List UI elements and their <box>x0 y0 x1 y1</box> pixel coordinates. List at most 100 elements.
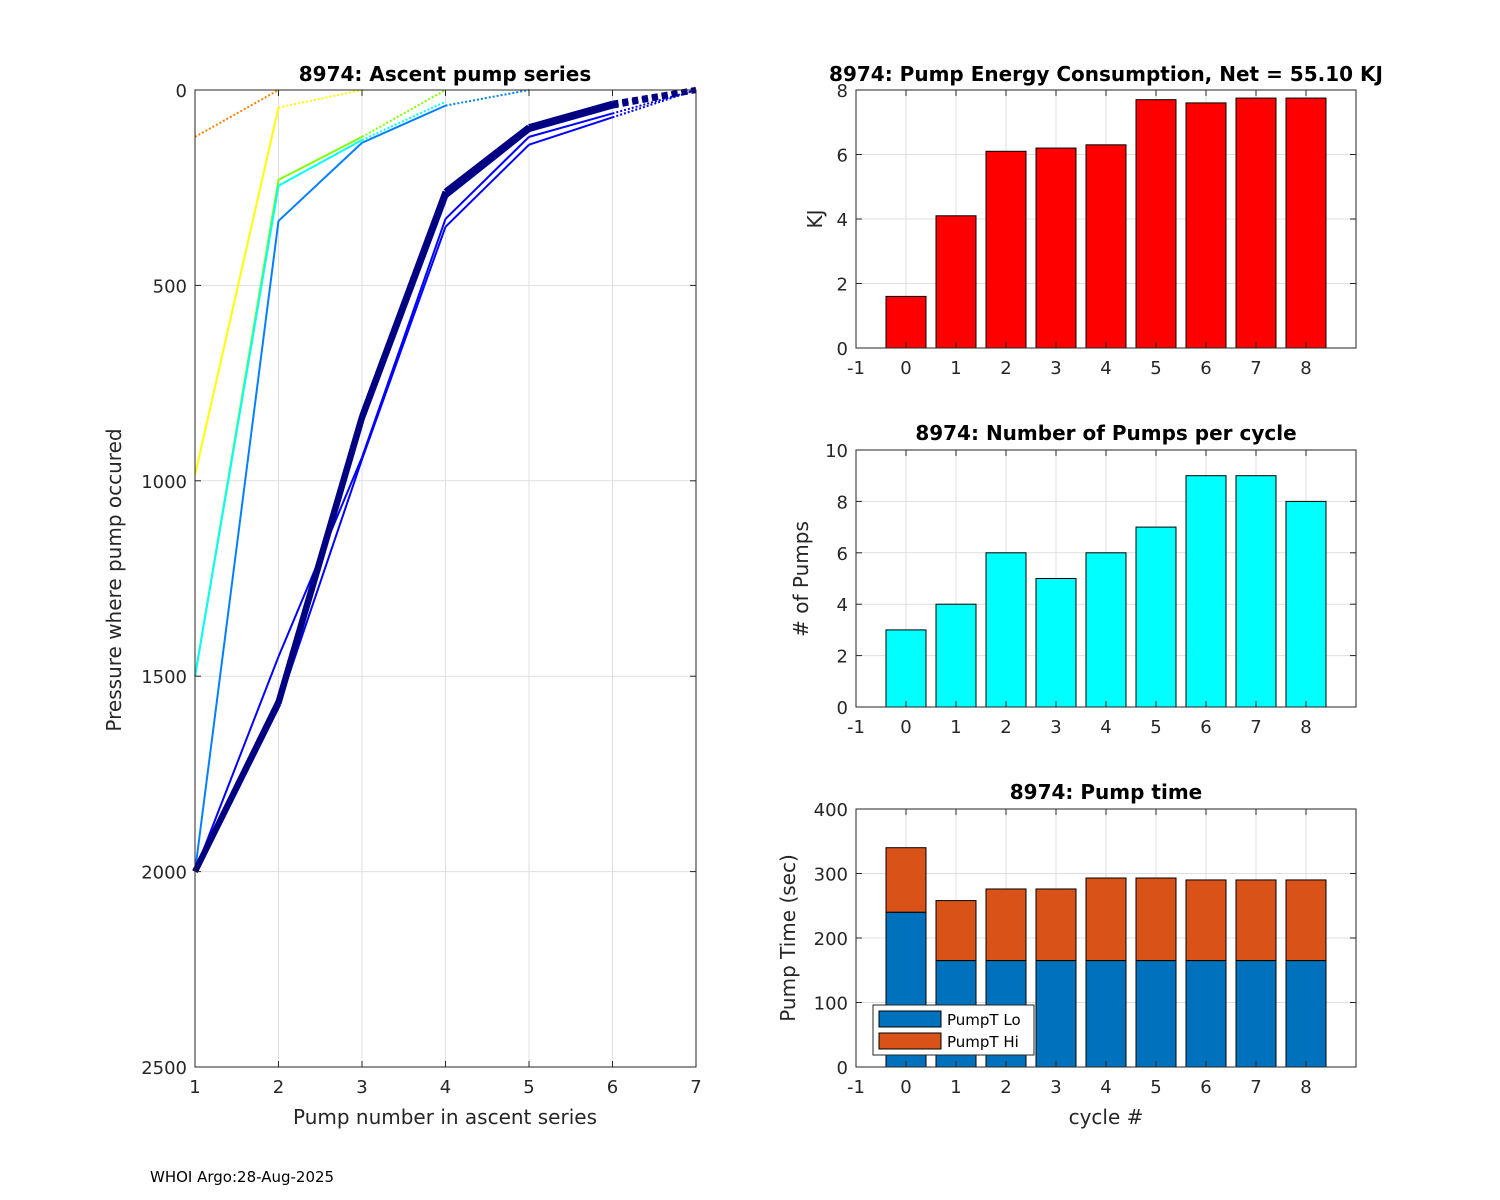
y-tick-label: 1000 <box>141 472 187 493</box>
series-segment <box>444 143 530 228</box>
bar <box>885 295 927 349</box>
series-segment <box>278 139 363 187</box>
y-tick-label: 0 <box>837 698 848 719</box>
x-axis-label: cycle # <box>1069 1105 1144 1129</box>
x-tick-label: 0 <box>900 717 911 738</box>
chart-title: 8974: Ascent pump series <box>299 62 592 86</box>
x-tick-label: 3 <box>1050 358 1061 379</box>
x-axis-label: Pump number in ascent series <box>293 1105 597 1129</box>
y-tick-label: 6 <box>837 544 848 565</box>
x-tick-label: 5 <box>1150 717 1161 738</box>
x-tick-label: 2 <box>273 1077 284 1098</box>
bar <box>1185 879 1227 962</box>
x-tick-label: 1 <box>950 358 961 379</box>
legend: PumpT Lo PumpT Hi <box>872 1004 1035 1056</box>
x-tick-label: 6 <box>1200 358 1211 379</box>
bar <box>1235 879 1277 962</box>
series-segment <box>194 185 280 677</box>
series-segment <box>275 415 365 703</box>
bar <box>1285 879 1327 962</box>
x-tick-label: 3 <box>356 1077 367 1098</box>
bars <box>885 475 1327 708</box>
bar <box>1085 960 1127 1068</box>
bar <box>1135 960 1177 1068</box>
bar <box>1235 97 1277 349</box>
bar <box>1085 144 1127 349</box>
series-segment <box>194 220 280 872</box>
x-tick-label: 7 <box>690 1077 701 1098</box>
x-tick-label: 5 <box>523 1077 534 1098</box>
y-tick-label: 400 <box>814 800 848 821</box>
y-tick-label: 2 <box>837 275 848 296</box>
chart-title: 8974: Pump time <box>1010 780 1202 804</box>
x-tick-label: 7 <box>1250 1077 1261 1098</box>
footer-stamp: WHOI Argo:28-Aug-2025 <box>150 1168 334 1186</box>
x-tick-label: 4 <box>1100 717 1111 738</box>
bar <box>985 150 1027 349</box>
y-tick-label: 0 <box>176 81 187 102</box>
x-tick-label: 2 <box>1000 717 1011 738</box>
y-tick-label: 10 <box>825 441 848 462</box>
x-tick-label: 5 <box>1150 358 1161 379</box>
x-tick-label: 4 <box>1100 1077 1111 1098</box>
x-tick-label: 7 <box>1250 717 1261 738</box>
bar <box>1285 960 1327 1068</box>
x-tick-label: 3 <box>1050 1077 1061 1098</box>
y-tick-label: 500 <box>153 276 187 297</box>
bar <box>1085 877 1127 962</box>
x-tick-label: 8 <box>1300 358 1311 379</box>
x-tick-label: 1 <box>950 717 961 738</box>
bar <box>885 629 927 708</box>
x-tick-label: 5 <box>1150 1077 1161 1098</box>
bar <box>1185 960 1227 1068</box>
x-tick-label: 6 <box>607 1077 618 1098</box>
bar <box>1235 475 1277 708</box>
legend-label: PumpT Lo <box>947 1011 1021 1029</box>
bar <box>1085 552 1127 708</box>
x-tick-label: 6 <box>1200 1077 1211 1098</box>
y-tick-label: 2000 <box>141 863 187 884</box>
y-tick-label: 8 <box>837 492 848 513</box>
series-segment <box>194 656 280 872</box>
bar <box>1285 97 1327 349</box>
legend-swatch <box>878 1032 942 1050</box>
x-tick-label: 3 <box>1050 717 1061 738</box>
series-segment <box>528 116 613 146</box>
x-tick-label: 4 <box>1100 358 1111 379</box>
x-tick-label: 0 <box>900 358 911 379</box>
x-tick-label: 8 <box>1300 717 1311 738</box>
series-segment <box>528 100 614 131</box>
x-tick-label: 4 <box>440 1077 451 1098</box>
bar <box>1185 475 1227 708</box>
y-tick-label: 8 <box>837 81 848 102</box>
series-line <box>194 89 530 872</box>
x-tick-label: 0 <box>900 1077 911 1098</box>
series-segment <box>361 100 446 141</box>
series-segment <box>444 136 530 220</box>
plot-layer: 1 2 3 4 5 6 7 0 500 1000 1500 2000 2500 <box>141 81 702 1098</box>
y-tick-label: 2500 <box>141 1058 187 1079</box>
x-tick-label: 2 <box>1000 1077 1011 1098</box>
bar <box>935 900 977 962</box>
y-tick-label: 0 <box>837 1058 848 1079</box>
series-segment <box>361 104 446 144</box>
series-segment <box>359 190 449 418</box>
x-tick-label: 1 <box>189 1077 200 1098</box>
bars <box>885 847 1327 1068</box>
bar <box>1035 960 1077 1068</box>
series-segment <box>192 700 282 873</box>
bar <box>1135 99 1177 349</box>
series-segment <box>194 107 280 476</box>
x-tick-label: -1 <box>847 717 865 738</box>
series-segment <box>277 142 363 222</box>
series-segment <box>528 112 613 138</box>
bar <box>1285 500 1327 708</box>
series-line <box>194 100 446 677</box>
y-axis-label: KJ <box>803 209 827 228</box>
bars <box>885 97 1327 349</box>
bar <box>1035 888 1077 962</box>
ascent-pump-series-chart: 1 2 3 4 5 6 7 0 500 1000 1500 2000 2500 8974: Ascent… <box>102 62 702 1129</box>
x-tick-label: 2 <box>1000 358 1011 379</box>
bar <box>1135 526 1177 708</box>
